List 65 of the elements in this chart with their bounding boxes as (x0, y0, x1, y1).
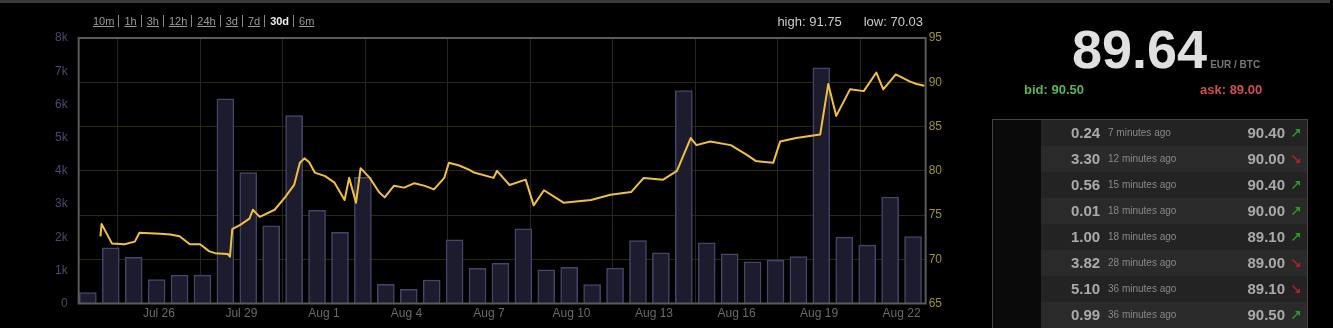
x-tick-label: Aug 10 (552, 306, 591, 321)
text: 3.82 (1071, 254, 1101, 271)
text: 6m (293, 15, 315, 27)
text: 0.99 (1071, 306, 1101, 323)
y2-tick-label: 95 (928, 30, 943, 45)
y-tick-label: 2k (54, 229, 69, 244)
x-tick-label: Jul 29 (225, 306, 258, 321)
text: 0.24 (1071, 124, 1101, 141)
text: 30d (264, 15, 290, 27)
y2-tick-label: 85 (928, 118, 943, 133)
text: 15 minutes ago (1108, 179, 1177, 190)
x-tick-label: Aug 1 (308, 306, 340, 321)
text: bid: 90.50 (1024, 82, 1084, 97)
text: 36 minutes ago (1108, 309, 1177, 320)
text: high: 91.75 (777, 14, 842, 29)
text: 18 minutes ago (1108, 231, 1177, 242)
y-tick-label: 1k (54, 262, 69, 277)
y-tick-label: 8k (54, 30, 69, 45)
text: 10m (93, 15, 115, 27)
y2-tick-label: 80 (928, 163, 943, 178)
text: ask: 89.00 (1200, 82, 1263, 97)
text: 12 minutes ago (1108, 153, 1177, 164)
text: 28 minutes ago (1108, 257, 1177, 268)
x-tick-label: Aug 4 (390, 306, 423, 321)
x-tick-label: Aug 7 (473, 306, 505, 321)
y-tick-label: 6k (54, 96, 69, 111)
x-tick-label: Jul 26 (142, 306, 176, 321)
text: 90.40 (1247, 124, 1285, 141)
text: 90.50 (1247, 306, 1285, 323)
y2-tick-label: 90 (928, 74, 943, 89)
text: 89.10 (1247, 280, 1285, 297)
text: 3h (140, 15, 159, 27)
y-tick-label: 5k (54, 129, 69, 144)
text: 89.10 (1247, 228, 1285, 245)
text: 0.56 (1071, 176, 1101, 193)
text: low: 70.03 (863, 14, 923, 29)
text: 36 minutes ago (1108, 283, 1177, 294)
text: 1.00 (1071, 228, 1101, 245)
y2-tick-label: 75 (928, 207, 943, 222)
text: 0.01 (1071, 202, 1101, 219)
y2-tick-label: 65 (928, 295, 943, 310)
text: 90.00 (1247, 202, 1285, 219)
text: 7d (241, 15, 261, 27)
y-tick-label: 4k (54, 163, 69, 178)
y-tick-label: 3k (54, 196, 69, 211)
x-tick-label: Aug 16 (717, 306, 756, 321)
text: EUR / BTC (1210, 59, 1261, 70)
y2-tick-label: 70 (928, 251, 943, 266)
text: 3d (219, 15, 238, 27)
text: 89.64 (1072, 19, 1208, 79)
text: 1h (118, 15, 137, 27)
text: 24h (191, 15, 216, 27)
text: 7 minutes ago (1108, 127, 1171, 138)
x-tick-label: Aug 13 (635, 306, 674, 321)
y-tick-label: 0 (60, 295, 68, 310)
text: 12h (162, 15, 188, 27)
text: 89.00 (1247, 254, 1285, 271)
text: 90.40 (1247, 176, 1285, 193)
text: 3.30 (1071, 150, 1101, 167)
x-tick-label: Aug 22 (882, 306, 921, 321)
x-tick-label: Aug 19 (800, 306, 839, 321)
y-tick-label: 7k (54, 63, 69, 78)
text: 5.10 (1071, 280, 1101, 297)
text: 18 minutes ago (1108, 205, 1177, 216)
text: 90.00 (1247, 150, 1285, 167)
